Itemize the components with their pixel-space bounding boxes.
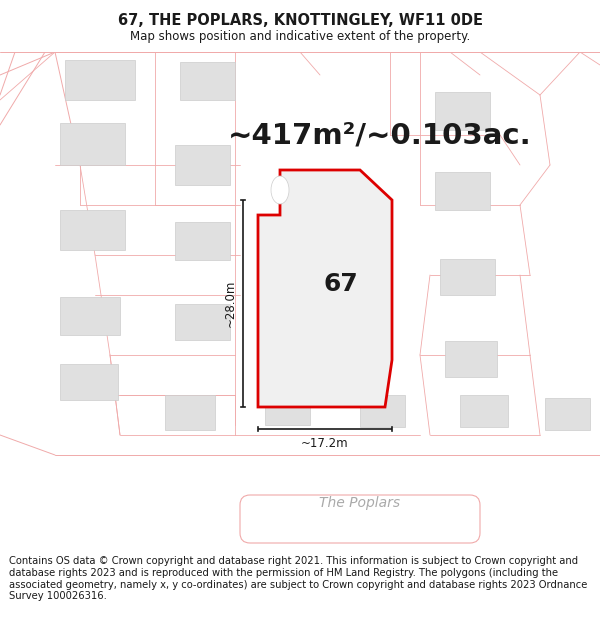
Bar xyxy=(60,364,118,400)
Bar xyxy=(445,341,497,377)
Bar xyxy=(175,145,230,185)
Bar xyxy=(60,123,125,165)
Text: ~28.0m: ~28.0m xyxy=(224,280,237,328)
Text: Contains OS data © Crown copyright and database right 2021. This information is : Contains OS data © Crown copyright and d… xyxy=(9,556,587,601)
Bar xyxy=(175,222,230,260)
Bar xyxy=(440,259,495,295)
Bar xyxy=(265,393,310,425)
Bar xyxy=(545,398,590,430)
Bar xyxy=(180,62,235,100)
Bar xyxy=(65,60,135,100)
Polygon shape xyxy=(258,170,392,407)
Text: Map shows position and indicative extent of the property.: Map shows position and indicative extent… xyxy=(130,29,470,42)
Bar xyxy=(435,172,490,210)
Text: 67, THE POPLARS, KNOTTINGLEY, WF11 0DE: 67, THE POPLARS, KNOTTINGLEY, WF11 0DE xyxy=(118,13,482,28)
Text: The Poplars: The Poplars xyxy=(319,496,401,510)
Text: ~417m²/~0.103ac.: ~417m²/~0.103ac. xyxy=(228,121,532,149)
Bar xyxy=(360,395,405,427)
Ellipse shape xyxy=(271,176,289,204)
Bar xyxy=(460,395,508,427)
Bar xyxy=(175,304,230,340)
Bar xyxy=(60,297,120,335)
Bar xyxy=(60,210,125,250)
Text: ~17.2m: ~17.2m xyxy=(301,437,349,450)
Bar xyxy=(268,352,383,407)
Bar xyxy=(435,92,490,130)
Bar xyxy=(165,395,215,430)
Text: 67: 67 xyxy=(323,271,358,296)
